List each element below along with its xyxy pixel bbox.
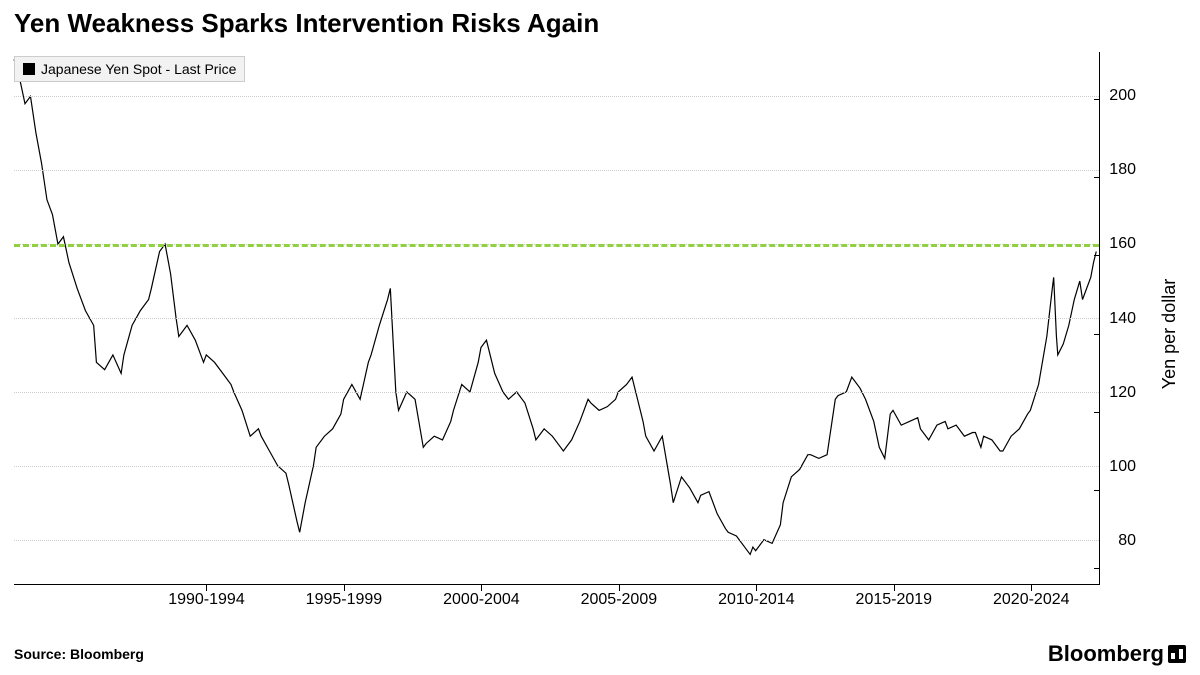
- grid-line: [14, 392, 1099, 393]
- footer: Source: Bloomberg Bloomberg: [14, 641, 1186, 667]
- legend-label: Japanese Yen Spot - Last Price: [41, 61, 236, 77]
- y-tick-mark: [1094, 255, 1100, 256]
- grid-line: [14, 540, 1099, 541]
- brand-icon: [1168, 645, 1186, 663]
- y-tick-mark: [1094, 412, 1100, 413]
- x-tick-label: 2015-2019: [856, 591, 933, 609]
- reference-line: [14, 244, 1099, 247]
- x-tick-label: 1990-1994: [168, 591, 245, 609]
- x-axis-ticks: 1990-1994 1995-1999 2000-2004 2005-2009 2010…: [14, 585, 1100, 615]
- chart: 80 100 120 140 160 180 200 Yen per dollar 1990…: [14, 52, 1186, 615]
- source-text: Source: Bloomberg: [14, 646, 144, 662]
- x-tick-label: 2005-2009: [581, 591, 658, 609]
- grid-line: [14, 96, 1099, 97]
- y-tick-label: 200: [1109, 87, 1136, 105]
- x-tick-label: 2010-2014: [718, 591, 795, 609]
- y-tick-label: 80: [1118, 532, 1136, 550]
- y-tick-label: 120: [1109, 384, 1136, 402]
- y-tick-mark: [1094, 334, 1100, 335]
- chart-title: Yen Weakness Sparks Intervention Risks A…: [0, 0, 1200, 43]
- plot-area: [14, 52, 1100, 585]
- y-tick-mark: [1094, 568, 1100, 569]
- legend: Japanese Yen Spot - Last Price: [14, 56, 245, 82]
- y-axis-label: Yen per dollar: [1159, 278, 1180, 388]
- grid-line: [14, 318, 1099, 319]
- brand-label: Bloomberg: [1048, 641, 1164, 667]
- y-tick-mark: [1094, 99, 1100, 100]
- brand: Bloomberg: [1048, 641, 1186, 667]
- legend-swatch: [23, 63, 35, 75]
- y-axis-ticks: 80 100 120 140 160 180 200: [1102, 52, 1136, 585]
- x-tick-label: 2020-2024: [993, 591, 1070, 609]
- x-tick-label: 2000-2004: [443, 591, 520, 609]
- y-tick-label: 180: [1109, 161, 1136, 179]
- y-tick-label: 160: [1109, 235, 1136, 253]
- price-line: [14, 59, 1096, 554]
- grid-line: [14, 170, 1099, 171]
- x-tick-label: 1995-1999: [306, 591, 383, 609]
- y-tick-label: 140: [1109, 310, 1136, 328]
- grid-line: [14, 466, 1099, 467]
- y-tick-mark: [1094, 490, 1100, 491]
- y-tick-label: 100: [1109, 458, 1136, 476]
- y-tick-mark: [1094, 177, 1100, 178]
